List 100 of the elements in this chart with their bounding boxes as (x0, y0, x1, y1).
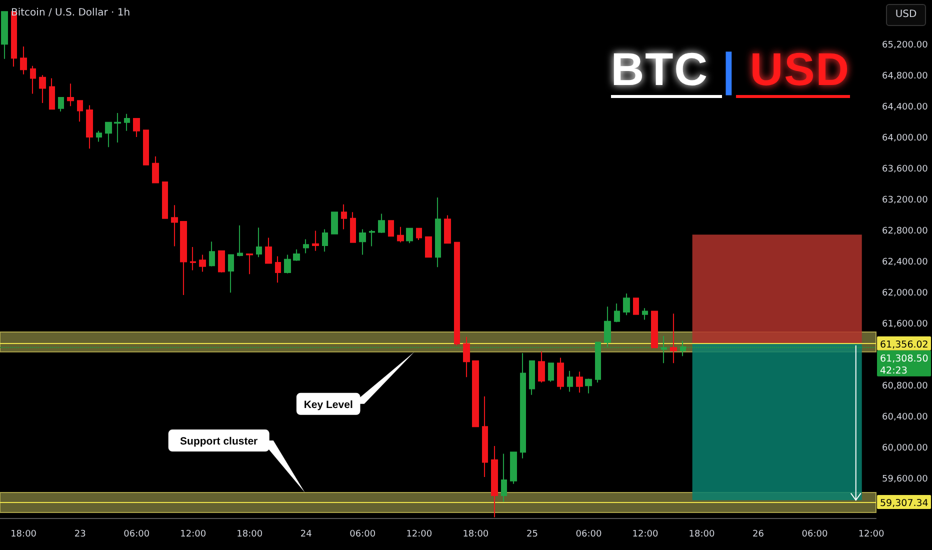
candlestick (77, 100, 83, 122)
y-tick-label: 63,200.00 (882, 196, 928, 206)
candlestick (350, 212, 356, 243)
y-axis-title: USD (886, 4, 926, 26)
candlestick (359, 228, 366, 256)
x-tick-label: 06:00 (124, 530, 150, 540)
candlestick (86, 104, 93, 150)
candlestick (501, 453, 507, 502)
x-tick-label: 23 (74, 530, 86, 540)
y-tick-label: 60,800.00 (882, 381, 928, 392)
ref-line-label: 61,308.50 42:23 (880, 353, 928, 376)
candlestick (96, 130, 102, 142)
candlestick (463, 336, 470, 378)
candlestick (633, 298, 639, 315)
candlestick (567, 370, 573, 392)
candlestick (265, 237, 272, 264)
candlestick (444, 214, 451, 244)
candlestick (218, 250, 225, 274)
candlestick (548, 362, 554, 382)
candlestick (162, 181, 168, 219)
y-tick-label: 64,800.00 (882, 72, 928, 82)
candlestick (152, 156, 159, 184)
y-tick-label: 62,000.00 (882, 288, 928, 298)
candlestick (246, 253, 253, 275)
x-tick-label: 18:00 (10, 530, 37, 540)
y-tick-label: 62,800.00 (882, 226, 928, 237)
x-tick-label: 12:00 (406, 530, 432, 540)
candlestick (322, 228, 328, 252)
candlestick (49, 78, 55, 110)
candlestick (557, 357, 564, 390)
x-tick-label: 18:00 (688, 530, 715, 540)
candlestick (67, 83, 74, 107)
y-tick-label: 62,400.00 (882, 257, 928, 268)
candlestick (378, 213, 385, 234)
y-tick-label: 63,600.00 (882, 164, 928, 175)
annotation: Support cluster (180, 436, 258, 448)
x-tick-label: 12:00 (858, 530, 885, 540)
candlestick (39, 74, 46, 104)
candlestick (293, 248, 300, 262)
ref-line-label: 61,356.02 (880, 339, 928, 350)
candlestick (180, 220, 187, 296)
x-tick-label: 06:00 (576, 530, 602, 540)
candlestick (190, 246, 196, 271)
x-tick-label: 18:00 (236, 530, 263, 540)
x-tick-label: 12:00 (632, 530, 658, 540)
candlestick (209, 241, 215, 267)
candlestick (576, 371, 583, 394)
candlestick (331, 212, 338, 234)
candlestick (284, 254, 291, 274)
candlestick (416, 228, 422, 241)
candlestick (614, 303, 620, 323)
candlestick (585, 378, 592, 394)
x-tick-label: 12:00 (180, 530, 206, 540)
x-tick-label: 18:00 (462, 530, 489, 540)
candlestick (529, 360, 535, 396)
y-tick-label: 60,400.00 (882, 412, 928, 422)
candlestick (256, 227, 262, 258)
candlestick (406, 228, 413, 244)
x-tick-label: 06:00 (802, 530, 828, 540)
candlestick (604, 306, 611, 348)
text: BTC | USD (610, 43, 850, 98)
candlestick (642, 308, 648, 320)
candlestick (105, 122, 112, 148)
candlestick (171, 204, 178, 247)
candlestick (369, 229, 375, 247)
candlestick (388, 220, 394, 237)
y-tick-label: 61,600.00 (882, 319, 928, 330)
ref-line-label: 59,307.34 (880, 498, 928, 509)
candlestick (510, 452, 517, 484)
x-tick-label: 06:00 (350, 530, 376, 540)
candlestick (1, 11, 8, 60)
candlestick (623, 292, 630, 316)
candlestick (491, 445, 498, 518)
candlestick (538, 351, 545, 383)
candlestick (124, 113, 130, 132)
x-tick-label: 26 (752, 530, 764, 540)
y-tick-label: 60,000.00 (882, 443, 928, 454)
candlestick (228, 254, 234, 294)
candlestick (303, 238, 309, 254)
candlestick (482, 396, 488, 478)
candlestick (58, 97, 64, 112)
candlestick (237, 224, 243, 257)
y-tick-label: 64,400.00 (882, 102, 928, 113)
candlestick (199, 254, 206, 272)
candlestick (20, 46, 27, 75)
y-tick-label: 59,600.00 (882, 474, 928, 484)
candlestick (651, 310, 658, 348)
candlestick (435, 196, 441, 268)
x-tick-label: 24 (300, 530, 312, 540)
x-tick-label: 25 (526, 530, 538, 540)
candlestick (454, 242, 460, 346)
candlestick (312, 230, 319, 252)
candlestick (275, 256, 281, 284)
candlestick (472, 360, 479, 428)
candlestick (114, 112, 121, 143)
candlestick (143, 130, 149, 166)
candlestick (670, 313, 677, 364)
candlestick (520, 352, 526, 459)
candlestick (425, 236, 432, 258)
candlestick (341, 204, 347, 230)
